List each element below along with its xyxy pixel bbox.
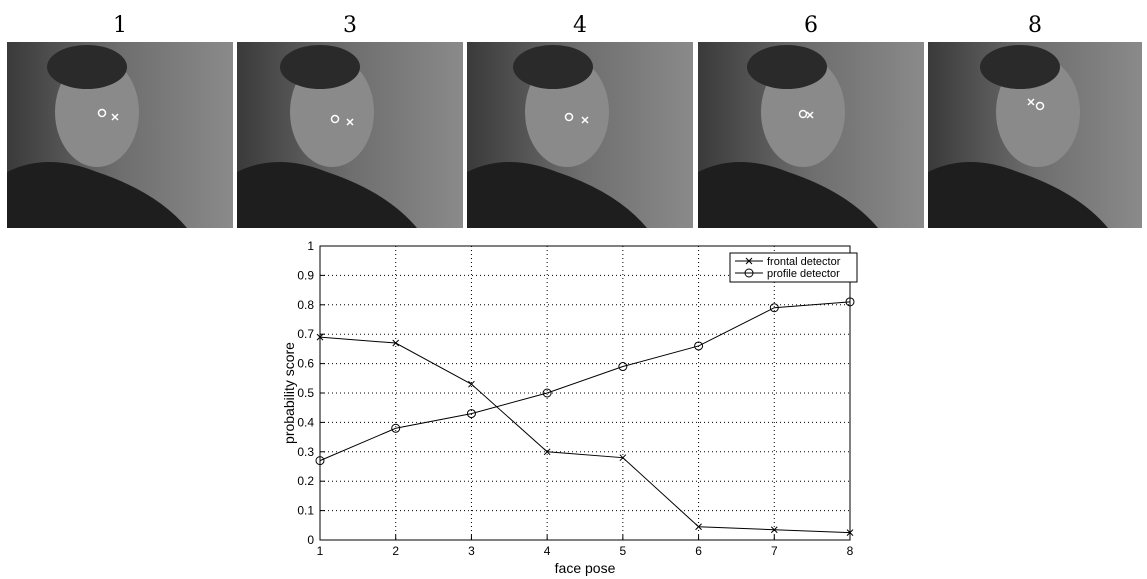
series-line xyxy=(319,336,851,534)
photo-row: 1 3 4 6 8 xyxy=(7,13,1142,228)
marker xyxy=(391,423,401,433)
body xyxy=(698,162,878,228)
profile-marker xyxy=(798,109,808,119)
y-tick-label: 0.5 xyxy=(297,386,314,400)
x-tick-label: 4 xyxy=(544,544,551,558)
image-label: 3 xyxy=(343,13,357,38)
marker xyxy=(695,523,702,531)
x-tick-label: 3 xyxy=(468,544,475,558)
profile-marker xyxy=(97,108,107,118)
frontal-marker xyxy=(581,116,589,124)
frontal-marker xyxy=(1027,98,1035,106)
marker xyxy=(744,268,754,278)
marker xyxy=(466,409,476,419)
marker xyxy=(694,341,704,351)
hair xyxy=(980,45,1060,89)
marker xyxy=(845,297,855,307)
body xyxy=(7,162,187,228)
profile-marker xyxy=(330,114,340,124)
frontal-marker xyxy=(111,113,119,121)
x-tick-label: 7 xyxy=(771,544,778,558)
x-axis-label: face pose xyxy=(555,560,616,576)
marker xyxy=(745,257,753,265)
image-label: 1 xyxy=(113,13,127,38)
profile-marker xyxy=(1035,101,1045,111)
image-label: 4 xyxy=(573,13,587,38)
y-tick-label: 0.6 xyxy=(297,357,314,371)
x-tick-label: 1 xyxy=(317,544,324,558)
y-tick-label: 0.8 xyxy=(297,298,314,312)
hair xyxy=(280,45,360,89)
y-tick-label: 0 xyxy=(307,533,314,547)
y-tick-label: 0.3 xyxy=(297,445,314,459)
body xyxy=(467,162,647,228)
y-tick-label: 0.1 xyxy=(297,504,314,518)
marker xyxy=(619,454,627,462)
x-tick-label: 6 xyxy=(695,544,702,558)
profile-marker xyxy=(564,112,574,122)
frontal-marker xyxy=(806,111,814,119)
body xyxy=(237,162,417,228)
marker xyxy=(468,380,475,388)
y-tick-label: 0.9 xyxy=(297,268,314,282)
legend-label: frontal detector xyxy=(767,256,841,268)
marker xyxy=(316,333,324,341)
x-tick-label: 2 xyxy=(392,544,399,558)
body xyxy=(928,162,1108,228)
marker xyxy=(618,362,628,372)
marker xyxy=(846,529,854,537)
marker xyxy=(770,526,778,534)
marker xyxy=(543,448,551,456)
hair xyxy=(747,45,827,89)
image-label: 8 xyxy=(1028,13,1042,38)
chart: 0 0.1 0.2 0.3 0.4 0.5 0.6 0.7 0.8 0.9 1 1 2 3 4 5 6 7 8 fac… xyxy=(281,239,858,576)
y-tick-label: 0.2 xyxy=(297,474,314,488)
x-tick-label: 8 xyxy=(847,544,854,558)
y-tick-label: 0.4 xyxy=(297,415,314,429)
y-tick-label: 0.7 xyxy=(297,327,314,341)
frontal-marker xyxy=(346,118,354,126)
marker xyxy=(392,339,400,347)
x-tick-label: 5 xyxy=(620,544,627,558)
y-tick-label: 1 xyxy=(307,239,314,253)
legend-label: profile detector xyxy=(767,268,840,280)
legend-box xyxy=(729,252,858,283)
series-line xyxy=(319,301,851,462)
marker xyxy=(315,456,325,466)
hair xyxy=(47,45,127,89)
y-axis-label: probability score xyxy=(281,342,297,444)
hair xyxy=(513,45,593,89)
marker xyxy=(542,388,552,398)
image-label: 6 xyxy=(804,13,818,38)
marker xyxy=(769,303,779,313)
